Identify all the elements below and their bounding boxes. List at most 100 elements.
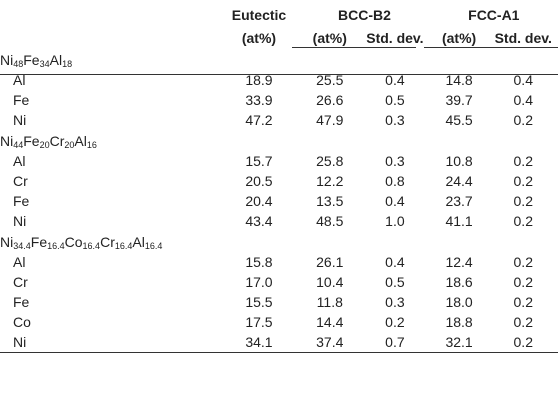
- element-fraction: 16: [86, 139, 97, 150]
- element-symbol: Fe: [23, 132, 40, 149]
- element-fraction: 34.4: [13, 240, 31, 251]
- fcc-at-value: 18.6: [445, 274, 473, 290]
- eutectic-value: 43.4: [245, 213, 273, 229]
- fcc-at-value: 12.4: [445, 254, 473, 270]
- fcc-at-header: (at%): [441, 30, 477, 46]
- bcc-b2-label: BCC-B2: [338, 7, 391, 23]
- table-row: Ni 47.2 47.9 0.3 45.5 0.2: [0, 110, 558, 130]
- bcc-at-value: 25.5: [316, 72, 344, 88]
- eutectic-value: 20.4: [245, 193, 273, 209]
- table-body: Ni48Fe34Al18 Al 18.9 25.5 0.4 14.8 0.4 Fe 33.9 26…: [0, 49, 558, 353]
- element-cell: Cr: [13, 274, 28, 290]
- bcc-at-value: 37.4: [299, 332, 361, 353]
- element-symbol: Fe: [23, 51, 40, 68]
- element-fraction: 18: [62, 58, 73, 69]
- fcc-at-value: 41.1: [445, 213, 473, 229]
- table-row: Fe 20.4 13.5 0.4 23.7 0.2: [0, 191, 558, 211]
- element-fraction: 16.4: [47, 240, 65, 251]
- element-symbol: Co: [64, 233, 83, 250]
- element-cell: Ni: [13, 112, 27, 128]
- element-symbol: Cr: [100, 233, 115, 250]
- bcc-std-value: 0.4: [385, 72, 405, 88]
- element-cell: Al: [13, 72, 26, 88]
- bcc-at-value: 12.2: [316, 173, 344, 189]
- element-symbol: Ni: [0, 132, 14, 149]
- element-cell: Co: [13, 314, 31, 330]
- eutectic-value: 15.8: [245, 254, 273, 270]
- element-symbol: Cr: [49, 132, 65, 149]
- eutectic-value: 47.2: [245, 112, 273, 128]
- fcc-at-value: 32.1: [429, 332, 489, 353]
- fcc-at-value: 45.5: [445, 112, 473, 128]
- alloy-row: Ni44Fe20Cr20Al16: [0, 130, 558, 151]
- element-cell: Fe: [13, 92, 30, 108]
- table-row: Cr 17.0 10.4 0.5 18.6 0.2: [0, 272, 558, 292]
- bcc-std-value: 0.3: [385, 153, 405, 169]
- alloy-name: Ni44Fe20Cr20Al16: [0, 130, 558, 151]
- eutectic-value: 18.9: [245, 72, 273, 88]
- fcc-std-value: 0.2: [513, 274, 533, 290]
- table-row: Cr 20.5 12.2 0.8 24.4 0.2: [0, 171, 558, 191]
- bcc-std-value: 0.4: [385, 193, 405, 209]
- element-fraction: 48: [13, 58, 24, 69]
- bcc-at-value: 10.4: [316, 274, 344, 290]
- table-row: Ni 43.4 48.5 1.0 41.1 0.2: [0, 211, 558, 231]
- element-cell: Cr: [13, 173, 28, 189]
- bcc-std-value: 0.4: [385, 254, 405, 270]
- fcc-at-value: 39.7: [445, 92, 473, 108]
- fcc-std-value: 0.2: [513, 254, 533, 270]
- element-symbol: Al: [74, 132, 87, 149]
- fcc-at-value: 18.0: [445, 294, 473, 310]
- bcc-at-value: 47.9: [316, 112, 344, 128]
- bcc-group-rule: [292, 47, 416, 48]
- alloy-row: Ni34.4Fe16.4Co16.4Cr16.4Al16.4: [0, 231, 558, 252]
- table-header: Eutectic BCC-B2 FCC-A1 (at%) (at%) Std. …: [0, 5, 558, 49]
- fcc-at-value: 10.8: [445, 153, 473, 169]
- bcc-b2-header: BCC-B2: [299, 5, 429, 27]
- fcc-std-value: 0.4: [513, 92, 533, 108]
- eutectic-value: 15.7: [245, 153, 273, 169]
- table-row: Fe 15.5 11.8 0.3 18.0 0.2: [0, 292, 558, 312]
- corner-cell: [0, 5, 219, 27]
- element-fraction: 20: [64, 139, 75, 150]
- bcc-at-value: 11.8: [316, 294, 343, 310]
- eutectic-header: Eutectic: [231, 7, 287, 23]
- fcc-a1-header: FCC-A1: [430, 5, 558, 27]
- fcc-std-value: 0.2: [513, 153, 533, 169]
- bcc-at-value: 26.1: [316, 254, 344, 270]
- element-fraction: 20: [39, 139, 50, 150]
- element-fraction: 16.4: [144, 240, 163, 251]
- fcc-std-value: 0.2: [513, 213, 533, 229]
- alloy-name: Ni34.4Fe16.4Co16.4Cr16.4Al16.4: [0, 231, 558, 252]
- element-symbol: Al: [49, 51, 63, 68]
- header-bottom-rule: [0, 74, 558, 75]
- eutectic-value: 17.0: [245, 274, 273, 290]
- bcc-std-value: 0.7: [360, 332, 430, 353]
- fcc-std-value: 0.4: [513, 72, 533, 88]
- bcc-at-value: 26.6: [316, 92, 344, 108]
- element-cell: Al: [13, 254, 26, 270]
- eutectic-value: 15.5: [245, 294, 273, 310]
- bcc-at-header: (at%): [312, 30, 347, 46]
- bcc-std-value: 0.8: [385, 173, 405, 189]
- bcc-std-header: Std. dev.: [366, 30, 424, 46]
- eutectic-value: 17.5: [245, 314, 273, 330]
- eutectic-unit-header: (at%): [241, 30, 277, 46]
- element-cell: Fe: [13, 193, 30, 209]
- element-symbol: Al: [132, 233, 145, 250]
- alloy-row: Ni48Fe34Al18: [0, 49, 558, 70]
- element-cell: Ni: [13, 213, 27, 229]
- fcc-at-value: 14.8: [445, 72, 473, 88]
- element-fraction: 16.4: [114, 240, 133, 251]
- element-fraction: 44: [13, 139, 24, 150]
- fcc-std-value: 0.2: [513, 294, 533, 310]
- fcc-at-value: 24.4: [445, 173, 473, 189]
- eutectic-value: 34.1: [218, 332, 300, 353]
- bcc-std-value: 0.5: [385, 274, 405, 290]
- fcc-std-value: 0.2: [488, 332, 558, 353]
- bcc-std-value: 0.5: [385, 92, 405, 108]
- fcc-a1-label: FCC-A1: [468, 7, 520, 23]
- element-cell: Al: [13, 153, 26, 169]
- table-row: Fe 33.9 26.6 0.5 39.7 0.4: [0, 90, 558, 110]
- table-row: Al 15.7 25.8 0.3 10.8 0.2: [0, 151, 558, 171]
